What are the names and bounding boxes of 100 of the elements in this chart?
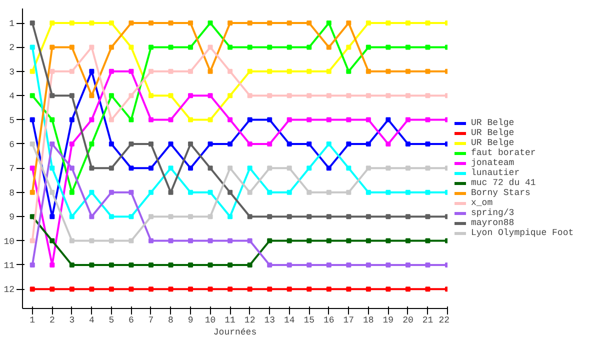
point xyxy=(286,93,292,98)
point xyxy=(128,93,134,98)
y-tick-label: 10 xyxy=(4,236,15,247)
point xyxy=(286,286,292,292)
point xyxy=(69,68,74,74)
point xyxy=(306,117,312,122)
point xyxy=(50,20,55,26)
point xyxy=(128,238,134,244)
point xyxy=(306,44,312,50)
point xyxy=(208,262,213,268)
point xyxy=(50,93,55,98)
x-tick-label: 3 xyxy=(69,316,75,326)
point xyxy=(89,141,94,146)
point xyxy=(188,44,194,50)
point xyxy=(286,238,292,244)
point xyxy=(108,20,114,26)
point xyxy=(286,262,292,268)
point xyxy=(208,141,213,146)
point xyxy=(148,238,154,244)
point xyxy=(148,117,154,122)
point xyxy=(168,93,174,98)
point xyxy=(148,286,154,292)
point xyxy=(247,44,252,50)
point xyxy=(386,166,391,171)
point xyxy=(148,44,154,50)
point xyxy=(306,214,312,220)
point xyxy=(108,68,114,74)
point xyxy=(267,117,272,122)
x-tick-label: 10 xyxy=(204,316,216,326)
point xyxy=(247,286,252,292)
point xyxy=(69,20,74,26)
point xyxy=(366,262,371,268)
x-tick-label: 12 xyxy=(244,316,256,326)
point xyxy=(425,214,430,220)
x-tick-label: 17 xyxy=(343,316,354,326)
legend-label: Lyon Olympique Foot xyxy=(471,228,574,238)
point xyxy=(228,20,233,26)
line-series xyxy=(30,20,448,122)
point xyxy=(108,166,114,171)
legend-label: UR Belge xyxy=(471,128,514,138)
point xyxy=(326,286,332,292)
point xyxy=(208,117,213,122)
point xyxy=(208,93,213,98)
point xyxy=(228,166,233,171)
point xyxy=(69,190,74,195)
point xyxy=(346,166,352,171)
point xyxy=(286,166,292,171)
point xyxy=(69,117,74,122)
point xyxy=(228,68,233,74)
point xyxy=(168,286,174,292)
point xyxy=(405,238,410,244)
point xyxy=(168,214,174,220)
point xyxy=(366,214,371,220)
point xyxy=(89,93,94,98)
x-tick-label: 8 xyxy=(168,316,174,326)
point xyxy=(425,20,430,26)
point xyxy=(188,214,194,220)
point xyxy=(405,141,410,146)
point xyxy=(326,44,332,50)
point xyxy=(386,262,391,268)
point xyxy=(306,238,312,244)
point xyxy=(208,214,213,220)
point xyxy=(89,68,94,74)
point xyxy=(247,262,252,268)
point xyxy=(386,44,391,50)
point xyxy=(306,190,312,195)
point xyxy=(346,141,352,146)
point xyxy=(386,190,391,195)
point xyxy=(108,117,114,122)
point xyxy=(306,20,312,26)
point xyxy=(188,20,194,26)
point xyxy=(148,93,154,98)
point xyxy=(346,44,352,50)
point xyxy=(148,166,154,171)
y-tick-label: 11 xyxy=(4,260,15,271)
x-tick-label: 1 xyxy=(30,316,36,326)
point xyxy=(168,20,174,26)
point xyxy=(326,68,332,74)
point xyxy=(366,44,371,50)
point xyxy=(247,117,252,122)
point xyxy=(188,166,194,171)
point xyxy=(50,166,55,171)
point xyxy=(425,93,430,98)
x-tick-label: 18 xyxy=(363,316,374,326)
point xyxy=(188,286,194,292)
point xyxy=(366,68,371,74)
x-tick-label: 21 xyxy=(422,316,434,326)
point xyxy=(30,44,35,50)
x-tick-label: 6 xyxy=(128,316,134,326)
legend-label: UR Belge xyxy=(471,138,514,148)
point xyxy=(30,262,35,268)
point xyxy=(228,117,233,122)
point xyxy=(128,214,134,220)
point xyxy=(267,93,272,98)
y-tick-label: 3 xyxy=(9,67,15,78)
point xyxy=(326,93,332,98)
legend-label: spring/3 xyxy=(471,208,514,218)
point xyxy=(267,20,272,26)
point xyxy=(208,20,213,26)
point xyxy=(228,190,233,195)
